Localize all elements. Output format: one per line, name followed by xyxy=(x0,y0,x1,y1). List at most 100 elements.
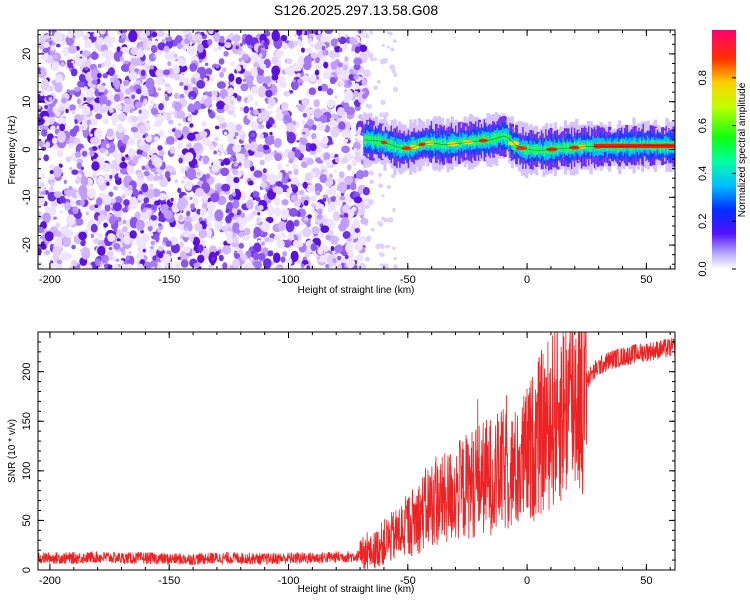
colorbar-tick-label: 0.6 xyxy=(697,118,709,133)
noise-point xyxy=(301,75,309,82)
noise-point xyxy=(115,83,120,90)
noise-point xyxy=(71,244,76,250)
noise-point xyxy=(349,154,355,160)
noise-point xyxy=(382,263,389,269)
noise-point xyxy=(269,131,273,136)
noise-point xyxy=(76,158,84,165)
snr-y-tick-label: 50 xyxy=(21,514,33,526)
noise-point xyxy=(209,111,215,119)
noise-point xyxy=(69,104,76,112)
noise-point xyxy=(158,103,164,111)
noise-point xyxy=(276,49,284,58)
noise-point xyxy=(39,124,45,130)
noise-point xyxy=(74,151,82,158)
noise-point xyxy=(324,263,331,269)
noise-point xyxy=(131,155,139,164)
noise-point xyxy=(223,104,230,112)
snr-x-label: Height of straight line (km) xyxy=(298,584,415,595)
noise-point xyxy=(261,40,265,44)
noise-point xyxy=(53,31,63,43)
noise-point xyxy=(330,38,340,47)
noise-point xyxy=(170,242,181,254)
noise-point xyxy=(345,257,356,269)
noise-point xyxy=(391,69,396,74)
noise-point xyxy=(164,170,171,179)
noise-point xyxy=(207,201,216,212)
noise-point xyxy=(320,225,330,233)
noise-point xyxy=(114,153,122,163)
noise-point xyxy=(149,245,154,250)
noise-point xyxy=(228,156,234,162)
noise-point xyxy=(338,171,345,179)
noise-point xyxy=(106,250,114,257)
noise-point xyxy=(60,97,68,104)
noise-point xyxy=(337,255,342,261)
noise-point xyxy=(365,34,370,39)
noise-point xyxy=(236,95,242,102)
noise-point xyxy=(377,221,384,227)
noise-point xyxy=(313,108,323,119)
noise-point xyxy=(380,263,384,267)
noise-point xyxy=(38,248,42,255)
noise-point xyxy=(42,212,51,224)
noise-point xyxy=(75,192,79,196)
noise-point xyxy=(347,237,352,242)
noise-point xyxy=(241,53,250,62)
noise-point xyxy=(296,30,303,36)
noise-point xyxy=(267,206,275,217)
noise-point xyxy=(280,256,286,263)
noise-point xyxy=(320,83,329,92)
noise-point xyxy=(62,102,73,114)
noise-point xyxy=(189,96,194,100)
noise-point xyxy=(176,200,186,211)
noise-point xyxy=(119,84,127,93)
noise-point xyxy=(230,61,236,66)
noise-point xyxy=(211,90,218,96)
noise-point xyxy=(63,40,67,45)
noise-point xyxy=(130,126,138,133)
noise-point xyxy=(211,256,215,261)
noise-point xyxy=(80,125,85,130)
noise-point xyxy=(150,65,154,70)
noise-point xyxy=(186,142,192,149)
noise-point xyxy=(303,199,309,206)
spectrogram-x-tick-label: -150 xyxy=(158,274,180,286)
noise-point xyxy=(326,219,335,229)
noise-point xyxy=(325,189,330,195)
noise-point xyxy=(378,112,385,118)
noise-point xyxy=(340,217,350,229)
noise-point xyxy=(322,218,328,224)
noise-point xyxy=(108,246,113,251)
noise-point xyxy=(258,117,263,123)
noise-point xyxy=(133,60,141,67)
noise-point xyxy=(235,76,243,85)
spectrogram-x-label: Height of straight line (km) xyxy=(298,285,415,296)
noise-point xyxy=(156,30,165,38)
noise-point xyxy=(145,77,155,90)
noise-point xyxy=(164,82,171,88)
noise-point xyxy=(106,128,114,137)
noise-point xyxy=(91,102,100,113)
colorbar-gradient xyxy=(712,30,736,269)
noise-point xyxy=(122,225,128,233)
noise-point xyxy=(271,30,281,42)
noise-point xyxy=(218,151,222,157)
noise-point xyxy=(281,199,289,206)
noise-point xyxy=(328,230,334,237)
noise-point xyxy=(195,164,199,168)
noise-point xyxy=(62,236,72,248)
noise-point xyxy=(370,227,375,232)
noise-point xyxy=(389,31,393,36)
noise-point xyxy=(113,93,121,102)
noise-point xyxy=(143,170,150,177)
noise-point xyxy=(272,252,281,263)
noise-point xyxy=(260,109,270,122)
noise-point xyxy=(378,173,383,178)
noise-point xyxy=(177,57,184,64)
noise-point xyxy=(50,125,56,131)
noise-point xyxy=(313,99,320,108)
noise-point xyxy=(81,50,90,57)
noise-point xyxy=(257,239,261,243)
noise-point xyxy=(59,195,66,204)
